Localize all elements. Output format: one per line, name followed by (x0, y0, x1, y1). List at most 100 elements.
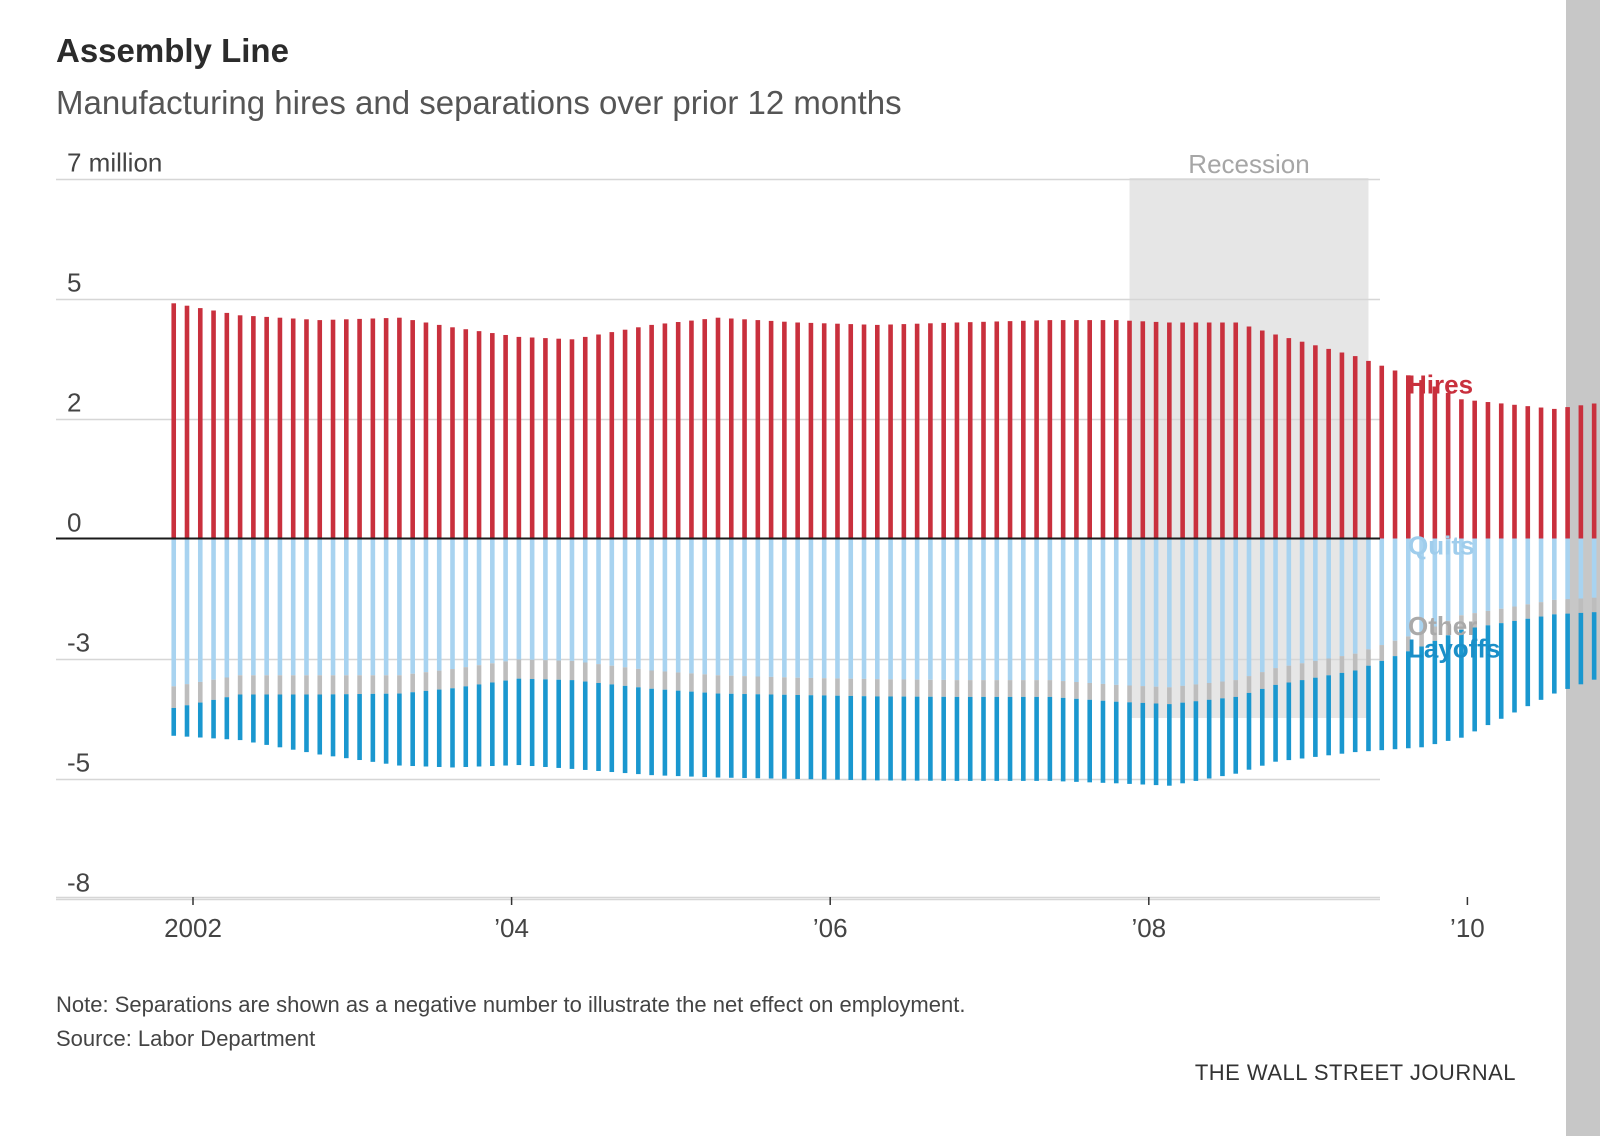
bar-quits (755, 538, 761, 677)
bar-quits (264, 538, 269, 676)
bar-layoffs (317, 694, 323, 755)
bar-hires (1233, 322, 1239, 539)
bar-hires (1379, 365, 1385, 539)
bar-quits (503, 538, 508, 662)
bar-quits (211, 538, 216, 680)
bar-other (1578, 598, 1584, 613)
bar-layoffs (1193, 701, 1199, 781)
bar-quits (410, 538, 415, 674)
bar-other (556, 660, 561, 680)
bar-other (689, 673, 694, 692)
bar-other (1074, 682, 1079, 699)
bar-layoffs (383, 693, 389, 764)
bar-other (728, 675, 734, 694)
bars (171, 303, 1597, 786)
bar-layoffs (835, 695, 840, 780)
bar-other (1392, 640, 1398, 657)
bar-hires (848, 324, 854, 539)
bar-hires (649, 324, 654, 539)
grid-lines (56, 178, 1380, 901)
bar-hires (1286, 338, 1292, 539)
bar-other (622, 667, 628, 686)
bar-layoffs (237, 694, 243, 741)
legend-label-quits: Quits (1408, 530, 1474, 560)
bar-quits (1113, 538, 1119, 685)
bar-layoffs (1047, 696, 1053, 781)
bar-quits (1366, 538, 1371, 650)
bar-quits (317, 538, 323, 676)
bar-layoffs (954, 696, 960, 781)
bar-quits (835, 538, 840, 679)
bar-layoffs (1021, 696, 1026, 781)
bar-other (1552, 599, 1557, 615)
bar-layoffs (702, 692, 708, 778)
bar-quits (1565, 538, 1570, 600)
bar-other (609, 665, 615, 685)
bar-other (1100, 683, 1106, 701)
x-tick-label: ’10 (1450, 913, 1485, 943)
y-tick-label: 2 (67, 388, 81, 418)
bar-layoffs (569, 680, 575, 769)
bar-quits (569, 538, 575, 661)
bar-other (1313, 660, 1318, 678)
bar-layoffs (197, 702, 203, 738)
bar-layoffs (1525, 618, 1531, 707)
bar-layoffs (1485, 625, 1491, 726)
bar-quits (529, 538, 535, 660)
bar-hires (1113, 320, 1119, 539)
bar-layoffs (463, 686, 469, 767)
legend-label-hires: Hires (1408, 369, 1473, 399)
bar-hires (1007, 321, 1013, 539)
bar-hires (861, 324, 867, 539)
bar-layoffs (875, 696, 880, 781)
bar-layoffs (1578, 612, 1584, 685)
bar-layoffs (914, 696, 920, 781)
bar-hires (410, 320, 415, 539)
bar-hires (808, 322, 814, 539)
bar-other (251, 675, 256, 695)
bar-other (171, 686, 177, 708)
bar-layoffs (1406, 651, 1411, 749)
bar-layoffs (888, 696, 893, 781)
bar-hires (463, 329, 469, 539)
bar-quits (490, 538, 495, 664)
bar-quits (1021, 538, 1026, 681)
bar-layoffs (1259, 688, 1265, 766)
bar-hires (1140, 321, 1146, 539)
bar-layoffs (795, 694, 800, 779)
bar-layoffs (715, 693, 721, 778)
y-tick-label: 7 million (67, 148, 162, 178)
bar-hires (1565, 407, 1570, 539)
x-tick-label: ’06 (813, 913, 848, 943)
bar-layoffs (1392, 656, 1398, 750)
bar-quits (768, 538, 774, 677)
bar-quits (436, 538, 442, 671)
bar-layoffs (782, 694, 787, 779)
bar-other (1432, 626, 1438, 641)
bar-hires (476, 331, 482, 539)
bar-hires (954, 322, 960, 539)
bar-other (1538, 602, 1544, 617)
bar-other (436, 670, 442, 690)
bar-quits (1047, 538, 1053, 681)
bar-quits (715, 538, 721, 676)
bar-other (1326, 658, 1331, 676)
bar-quits (782, 538, 787, 678)
bar-layoffs (1113, 701, 1119, 784)
bar-quits (1167, 538, 1172, 688)
bar-other (1339, 656, 1345, 673)
bar-layoffs (251, 694, 256, 743)
bar-other (1153, 686, 1159, 704)
bar-other (675, 672, 681, 691)
bar-hires (1127, 320, 1132, 539)
bar-hires (370, 318, 376, 539)
bar-quits (543, 538, 548, 661)
bar-other (1485, 610, 1491, 626)
bar-quits (795, 538, 800, 678)
bar-hires (490, 333, 495, 539)
bar-quits (901, 538, 907, 680)
bar-other (503, 661, 508, 681)
bar-layoffs (1339, 672, 1345, 754)
bar-quits (1352, 538, 1358, 654)
bar-other (861, 678, 867, 697)
